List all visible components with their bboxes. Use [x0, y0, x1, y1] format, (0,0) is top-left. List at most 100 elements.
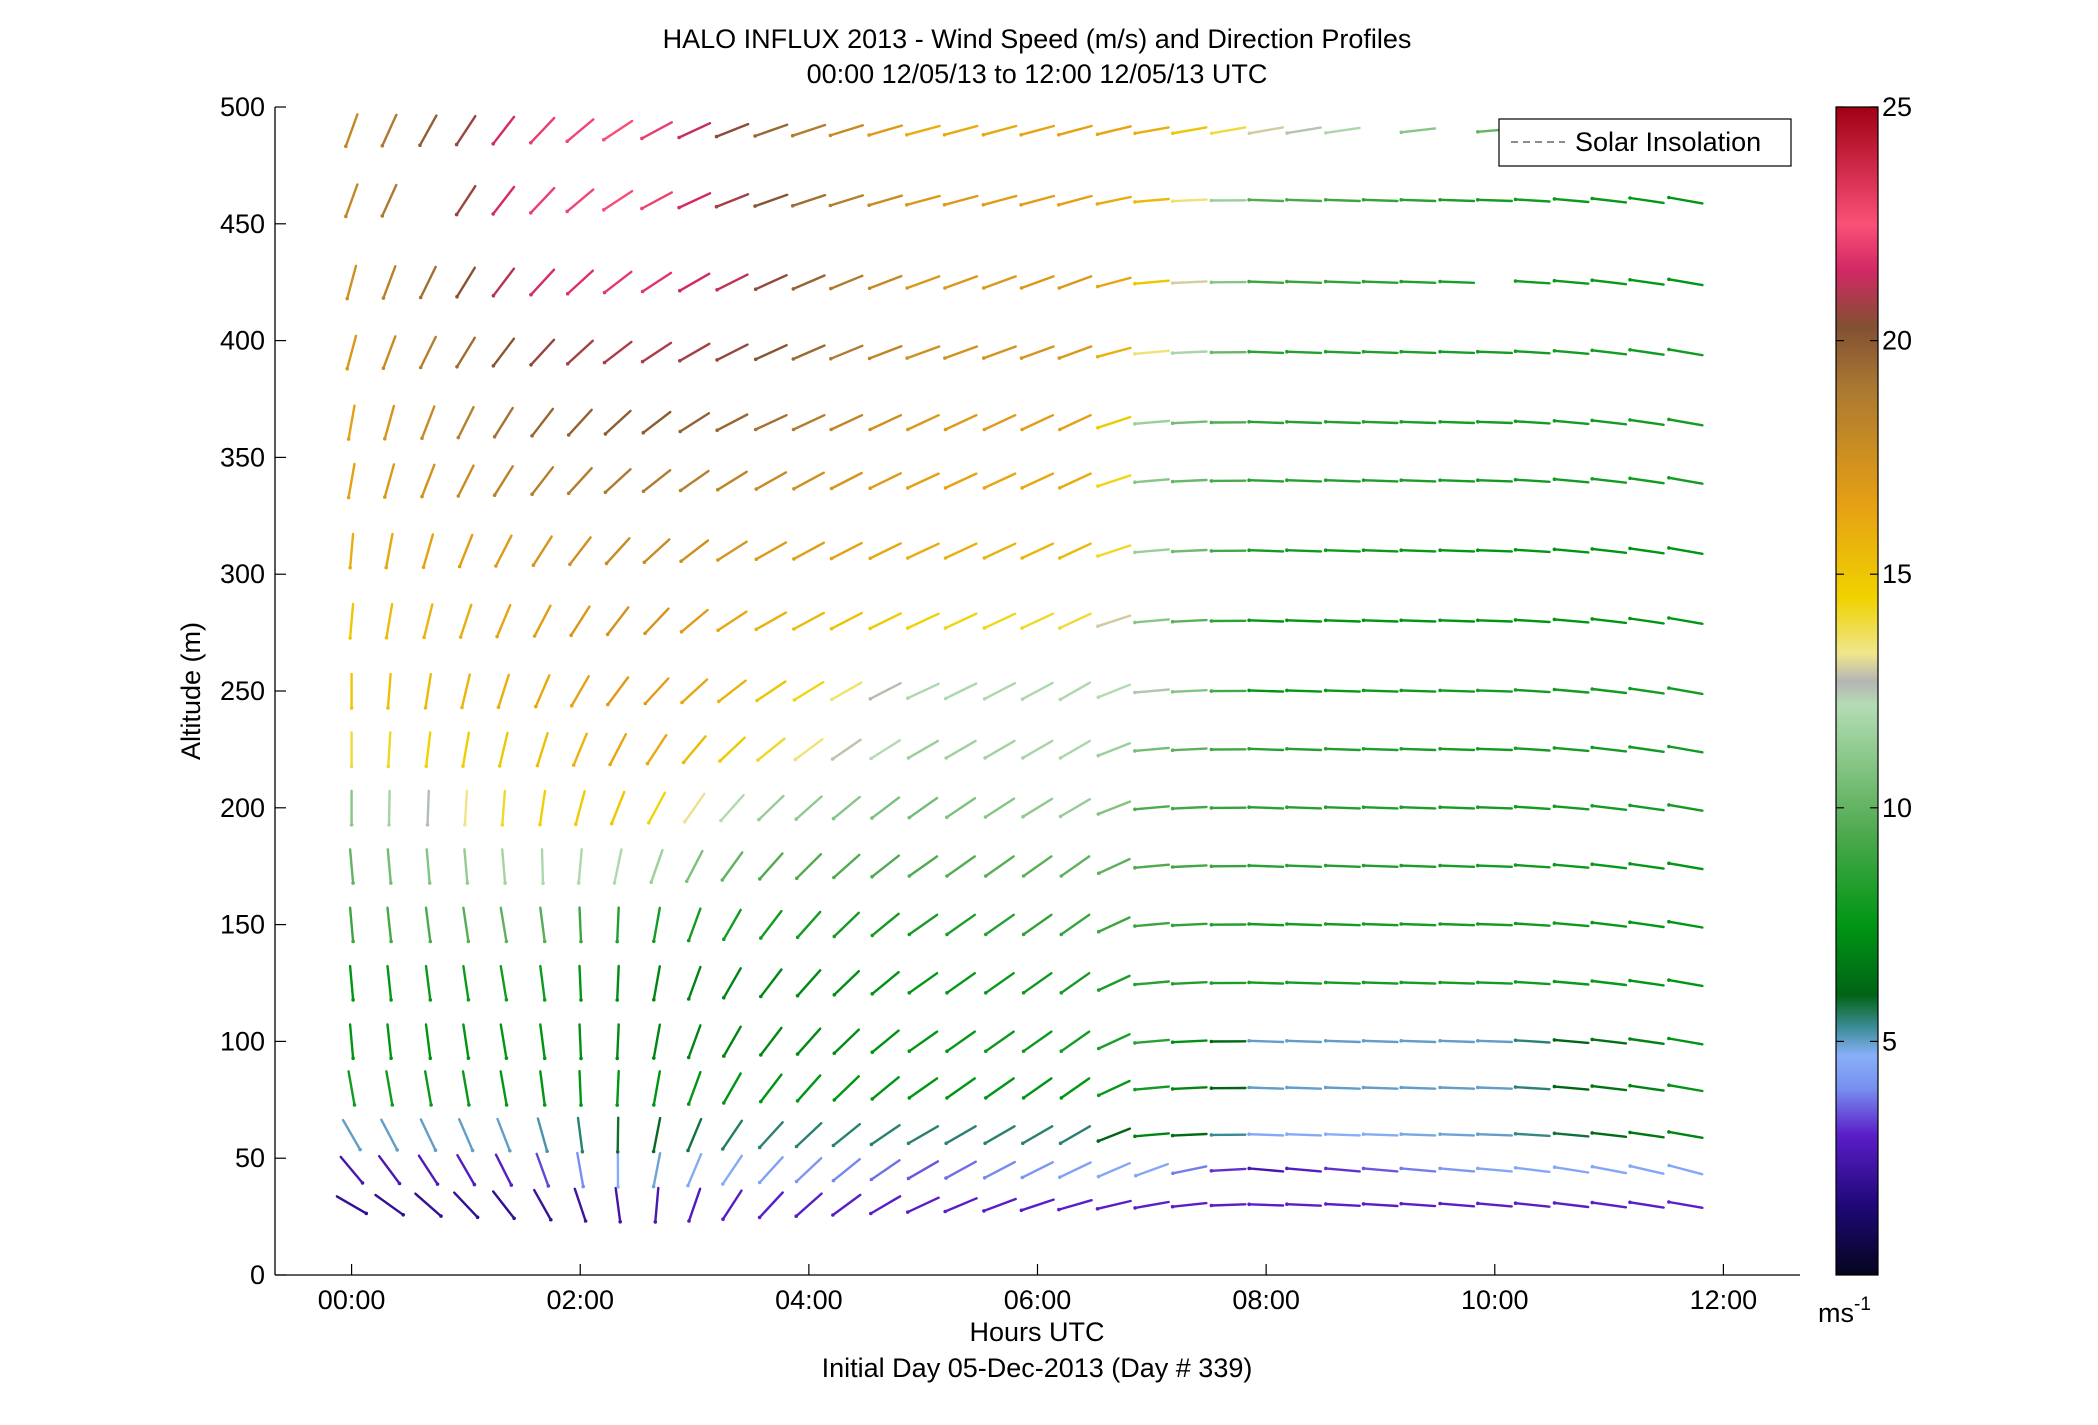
wind-vector-shaft [339, 1155, 364, 1185]
wind-vector-shaft [1133, 349, 1171, 355]
wind-vector-head [546, 1184, 551, 1188]
wind-vector [1399, 198, 1437, 203]
wind-vector-shaft [640, 121, 673, 140]
wind-vector-head [1590, 745, 1594, 750]
wind-vector-shaft [943, 345, 979, 360]
wind-vector [1170, 864, 1208, 869]
wind-vector-head [1438, 1132, 1442, 1136]
wind-vector-shaft [1134, 1162, 1170, 1177]
wind-vector-shaft [1399, 479, 1437, 483]
wind-vector-head [346, 437, 351, 441]
wind-vector-head [1096, 929, 1101, 934]
wind-vector [1438, 1166, 1476, 1173]
wind-vector-head [455, 364, 459, 369]
wind-vector-head [1361, 349, 1366, 354]
wind-vector-shaft [908, 796, 939, 819]
wind-vector-head [508, 1148, 512, 1153]
wind-vector-head [1667, 546, 1671, 550]
wind-vector-head [1095, 354, 1100, 359]
wind-vector [982, 612, 1017, 630]
wind-vector-head [1513, 349, 1518, 354]
wind-vector-head [384, 565, 389, 570]
wind-vector [578, 906, 583, 944]
wind-vector-shaft [567, 408, 593, 437]
wind-vector [981, 124, 1018, 137]
wind-vector-head [1628, 978, 1632, 983]
wind-vector-shaft [1133, 1200, 1170, 1210]
wind-vector [795, 853, 823, 880]
wind-vector-shaft [832, 1157, 861, 1182]
wind-vector [565, 269, 594, 296]
wind-vector-shaft [1514, 478, 1551, 483]
wind-vector [1361, 420, 1399, 425]
wind-vector [1057, 194, 1093, 207]
wind-vector [1170, 198, 1208, 203]
x-ticks: 00:00 02:00 04:00 06:00 08:00 10:00 12:00 [318, 1264, 1757, 1315]
wind-vector [424, 1023, 433, 1061]
wind-vector-head [1020, 427, 1024, 432]
wind-vector-shaft [1171, 198, 1208, 203]
wind-vector-shaft [386, 848, 392, 885]
wind-vector [578, 1069, 583, 1107]
wind-vector-head [349, 764, 354, 769]
wind-vector [643, 677, 670, 706]
wind-vector [422, 603, 434, 640]
wind-vector [1096, 916, 1131, 934]
wind-vector-head [719, 818, 723, 823]
wind-vector [1020, 1161, 1054, 1180]
wind-vector-head [795, 993, 800, 998]
wind-vector-shaft [1097, 857, 1131, 875]
wind-vector-shaft [721, 1119, 743, 1151]
wind-vector-head [351, 939, 355, 944]
wind-vector [578, 964, 583, 1002]
wind-vector [906, 542, 940, 560]
wind-vector-shaft [604, 468, 632, 494]
wind-vector-head [1019, 133, 1023, 137]
wind-vector [455, 336, 476, 369]
wind-vector-shaft [499, 1070, 508, 1107]
wind-vector [530, 466, 555, 497]
wind-vector-shaft [945, 972, 976, 994]
wind-vector [943, 682, 978, 701]
wind-vector-shaft [1399, 1167, 1437, 1173]
wind-vector-shaft [1285, 806, 1323, 810]
wind-vector-head [1438, 420, 1442, 424]
wind-vector-shaft [1476, 922, 1514, 927]
wind-vector [495, 604, 512, 639]
wind-vector-head [867, 133, 871, 137]
wind-vector-head [1361, 1085, 1366, 1090]
wind-vector-shaft [1667, 1083, 1704, 1093]
wind-vector-head [1058, 814, 1063, 819]
wind-vector [341, 1118, 362, 1152]
wind-vector [722, 1025, 742, 1058]
wind-vector-shaft [501, 789, 507, 826]
wind-vector [906, 682, 940, 700]
wind-vector-shaft [374, 1193, 405, 1217]
wind-vector-shaft [1399, 280, 1437, 284]
wind-vector-head [945, 815, 949, 820]
wind-vector [456, 406, 475, 440]
wind-vector-shaft [831, 1193, 862, 1217]
wind-vector-shaft [1590, 617, 1628, 625]
wind-vector-head [1399, 420, 1403, 424]
wind-vector-head [757, 817, 761, 822]
wind-vector-head [1628, 546, 1632, 551]
wind-vector [683, 792, 706, 824]
wind-vector-shaft [1514, 1085, 1551, 1091]
wind-vector-shaft [759, 909, 783, 940]
wind-vector-head [1361, 478, 1366, 483]
wind-vector-head [984, 932, 988, 937]
wind-vector-head [1399, 478, 1403, 483]
wind-vector-shaft [1667, 1164, 1704, 1176]
wind-vector-shaft [1057, 124, 1093, 137]
wind-vector [1399, 349, 1437, 355]
wind-vector-shaft [1514, 1201, 1551, 1208]
wind-vector [759, 1073, 783, 1104]
wind-vector-head [1058, 486, 1062, 490]
wind-vector-shaft [1590, 1084, 1628, 1092]
wind-vector-head [389, 1056, 393, 1061]
wind-vector-head [792, 487, 796, 491]
wind-vector [1285, 618, 1323, 623]
wind-vector-shaft [794, 738, 824, 761]
wind-vector-head [982, 1209, 986, 1213]
